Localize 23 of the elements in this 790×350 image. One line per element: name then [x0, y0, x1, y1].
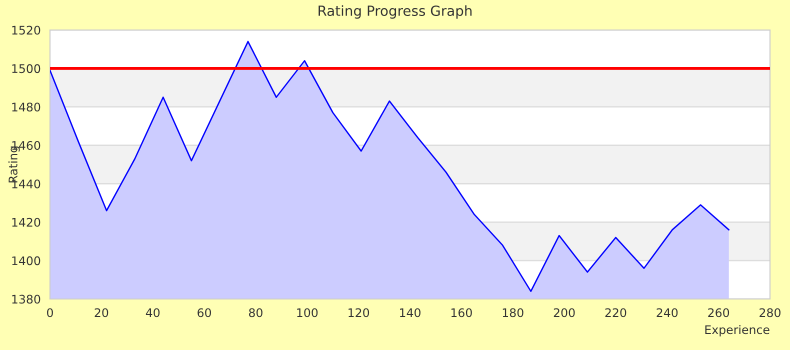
y-tick-label: 1520 [12, 26, 40, 35]
x-tick-label: 280 [760, 308, 780, 318]
y-tick-label: 1380 [12, 294, 40, 304]
x-tick-label: 140 [400, 308, 420, 318]
x-tick-label: 80 [249, 308, 262, 318]
x-tick-label: 20 [94, 308, 108, 318]
x-tick-label: 200 [554, 308, 575, 318]
x-tick-label: 240 [656, 308, 678, 318]
x-tick-label: 180 [502, 308, 524, 318]
x-tick-label: 100 [297, 308, 318, 318]
y-tick-label: 1420 [12, 218, 40, 227]
x-tick-label: 160 [451, 308, 472, 318]
y-tick-label: 1500 [12, 64, 40, 74]
x-tick-label: 0 [47, 308, 53, 318]
x-tick-label: 60 [198, 308, 212, 318]
x-tick-label: 40 [146, 308, 160, 318]
y-tick-label: 1480 [12, 102, 40, 112]
chart-title: Rating Progress Graph [318, 5, 472, 19]
x-tick-label: 260 [708, 308, 730, 318]
x-axis-title: Experience [705, 325, 770, 336]
x-tick-label: 220 [605, 308, 626, 318]
y-tick-label: 1400 [12, 256, 40, 266]
x-tick-label: 120 [348, 308, 370, 318]
